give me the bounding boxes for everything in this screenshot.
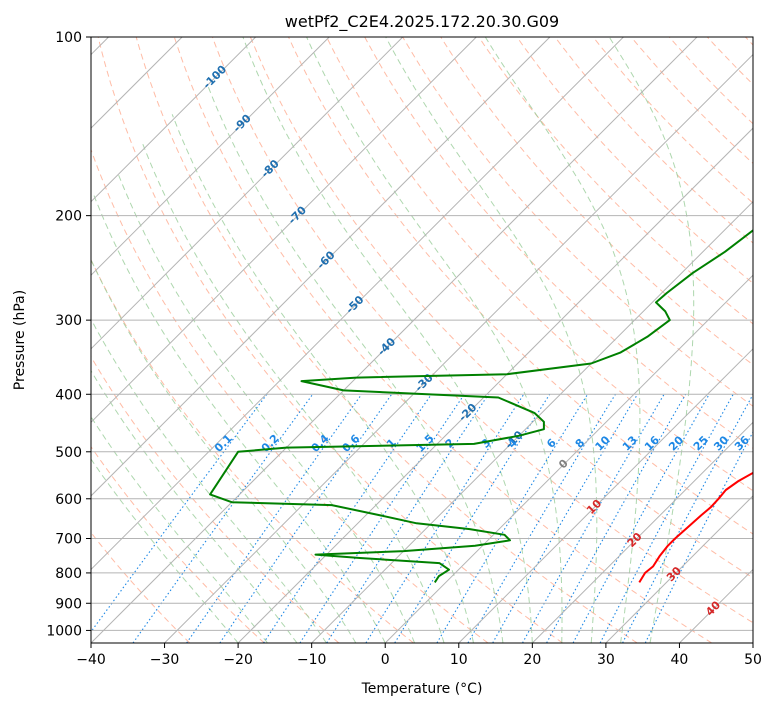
moist-adiabat xyxy=(91,458,239,643)
moist-adiabat xyxy=(206,83,504,643)
moist-adiabat xyxy=(93,195,386,643)
y-axis-ticks: 100 200 300 400 500 600 700 800 900 1000 xyxy=(46,30,91,639)
dry-adiabat xyxy=(173,37,713,643)
x-tick-label: −40 xyxy=(76,652,106,668)
y-tick-label: 1000 xyxy=(46,623,82,639)
dry-adiabat xyxy=(402,37,753,407)
dry-adiabat xyxy=(91,445,265,643)
y-axis-label: Pressure (hPa) xyxy=(12,290,28,390)
moist-adiabats xyxy=(91,37,695,643)
y-tick-label: 700 xyxy=(55,532,82,548)
dry-adiabat xyxy=(288,37,753,535)
moist-adiabat xyxy=(242,37,533,643)
moist-adiabat xyxy=(484,37,641,643)
mixing-ratio-line xyxy=(599,394,734,643)
moist-adiabat xyxy=(91,369,298,643)
isotherm-line xyxy=(91,37,698,643)
mixing-ratio-line xyxy=(546,394,687,643)
moist-adiabat xyxy=(306,37,563,643)
isotherm-line xyxy=(605,495,753,643)
x-axis-ticks: −40 −30 −20 −10 0 10 20 30 40 50 xyxy=(76,643,762,668)
mixing-ratio-line xyxy=(436,394,589,643)
y-tick-label: 200 xyxy=(55,209,82,225)
moist-adiabat xyxy=(608,37,695,643)
isotherm-line xyxy=(384,274,753,643)
mixing-ratio-line xyxy=(572,394,710,643)
y-tick-label: 400 xyxy=(55,387,82,403)
x-tick-label: −10 xyxy=(297,652,327,668)
moist-adiabat xyxy=(117,173,416,643)
dry-adiabat xyxy=(478,37,753,325)
x-tick-label: −30 xyxy=(150,652,180,668)
mixing-ratio-line xyxy=(299,393,465,643)
mixing-ratio-line xyxy=(394,394,551,643)
dry-adiabat xyxy=(211,37,753,624)
mixing-ratio-line xyxy=(644,430,753,643)
dry-adiabat xyxy=(326,37,753,492)
mixing-ratio-line xyxy=(365,393,525,643)
plot-area: -100-90-80-70-60-50-40-30-20-10010203040… xyxy=(91,37,753,643)
y-tick-label: 100 xyxy=(55,30,82,46)
plot-frame xyxy=(90,36,754,644)
isotherm-line xyxy=(91,37,551,497)
dry-adiabat xyxy=(249,37,753,579)
dry-adiabat xyxy=(91,258,414,643)
isotherm-line xyxy=(91,37,477,424)
isotherm-line xyxy=(91,37,330,276)
x-tick-label: 30 xyxy=(597,652,615,668)
x-tick-label: 20 xyxy=(523,652,541,668)
dewpoint-line xyxy=(209,229,753,583)
dry-adiabat xyxy=(592,37,753,204)
mixing-ratio-line xyxy=(186,393,363,643)
mixing-ratio-line xyxy=(132,393,314,643)
moist-adiabat xyxy=(91,258,357,643)
x-tick-label: 10 xyxy=(450,652,468,668)
isotherm-line xyxy=(531,421,753,643)
sounding-series xyxy=(209,229,753,583)
dry-adiabat xyxy=(97,37,563,643)
isotherm-line xyxy=(311,200,753,643)
dry-adiabat xyxy=(630,37,753,165)
temperature-line xyxy=(638,471,753,583)
isotherm-line xyxy=(91,37,624,571)
y-tick-label: 500 xyxy=(55,445,82,461)
isotherm-line xyxy=(91,37,257,203)
y-tick-label: 900 xyxy=(55,596,82,612)
y-tick-label: 600 xyxy=(55,492,82,508)
mixing-ratio-line xyxy=(467,394,616,643)
x-tick-label: 0 xyxy=(381,652,390,668)
isobar-lines xyxy=(91,37,753,631)
mixing-ratio-line xyxy=(263,393,432,643)
isotherm-line xyxy=(458,348,753,643)
moist-adiabat xyxy=(171,114,474,643)
moist-adiabat xyxy=(91,318,327,643)
x-axis-label: Temperature (°C) xyxy=(361,681,483,697)
chart-title: wetPf2_C2E4.2025.172.20.30.G09 xyxy=(285,12,559,32)
x-tick-label: −20 xyxy=(223,652,253,668)
moist-adiabat xyxy=(385,37,598,643)
isotherm-lines xyxy=(91,37,753,643)
dry-adiabat xyxy=(516,37,753,284)
x-tick-label: 50 xyxy=(744,652,762,668)
isotherm-line xyxy=(91,37,404,350)
y-tick-label: 300 xyxy=(55,313,82,329)
moist-adiabat xyxy=(91,415,268,643)
isotherm-line xyxy=(164,53,753,643)
y-tick-label: 800 xyxy=(55,566,82,582)
x-tick-label: 40 xyxy=(671,652,689,668)
isotherm-line xyxy=(237,127,753,643)
